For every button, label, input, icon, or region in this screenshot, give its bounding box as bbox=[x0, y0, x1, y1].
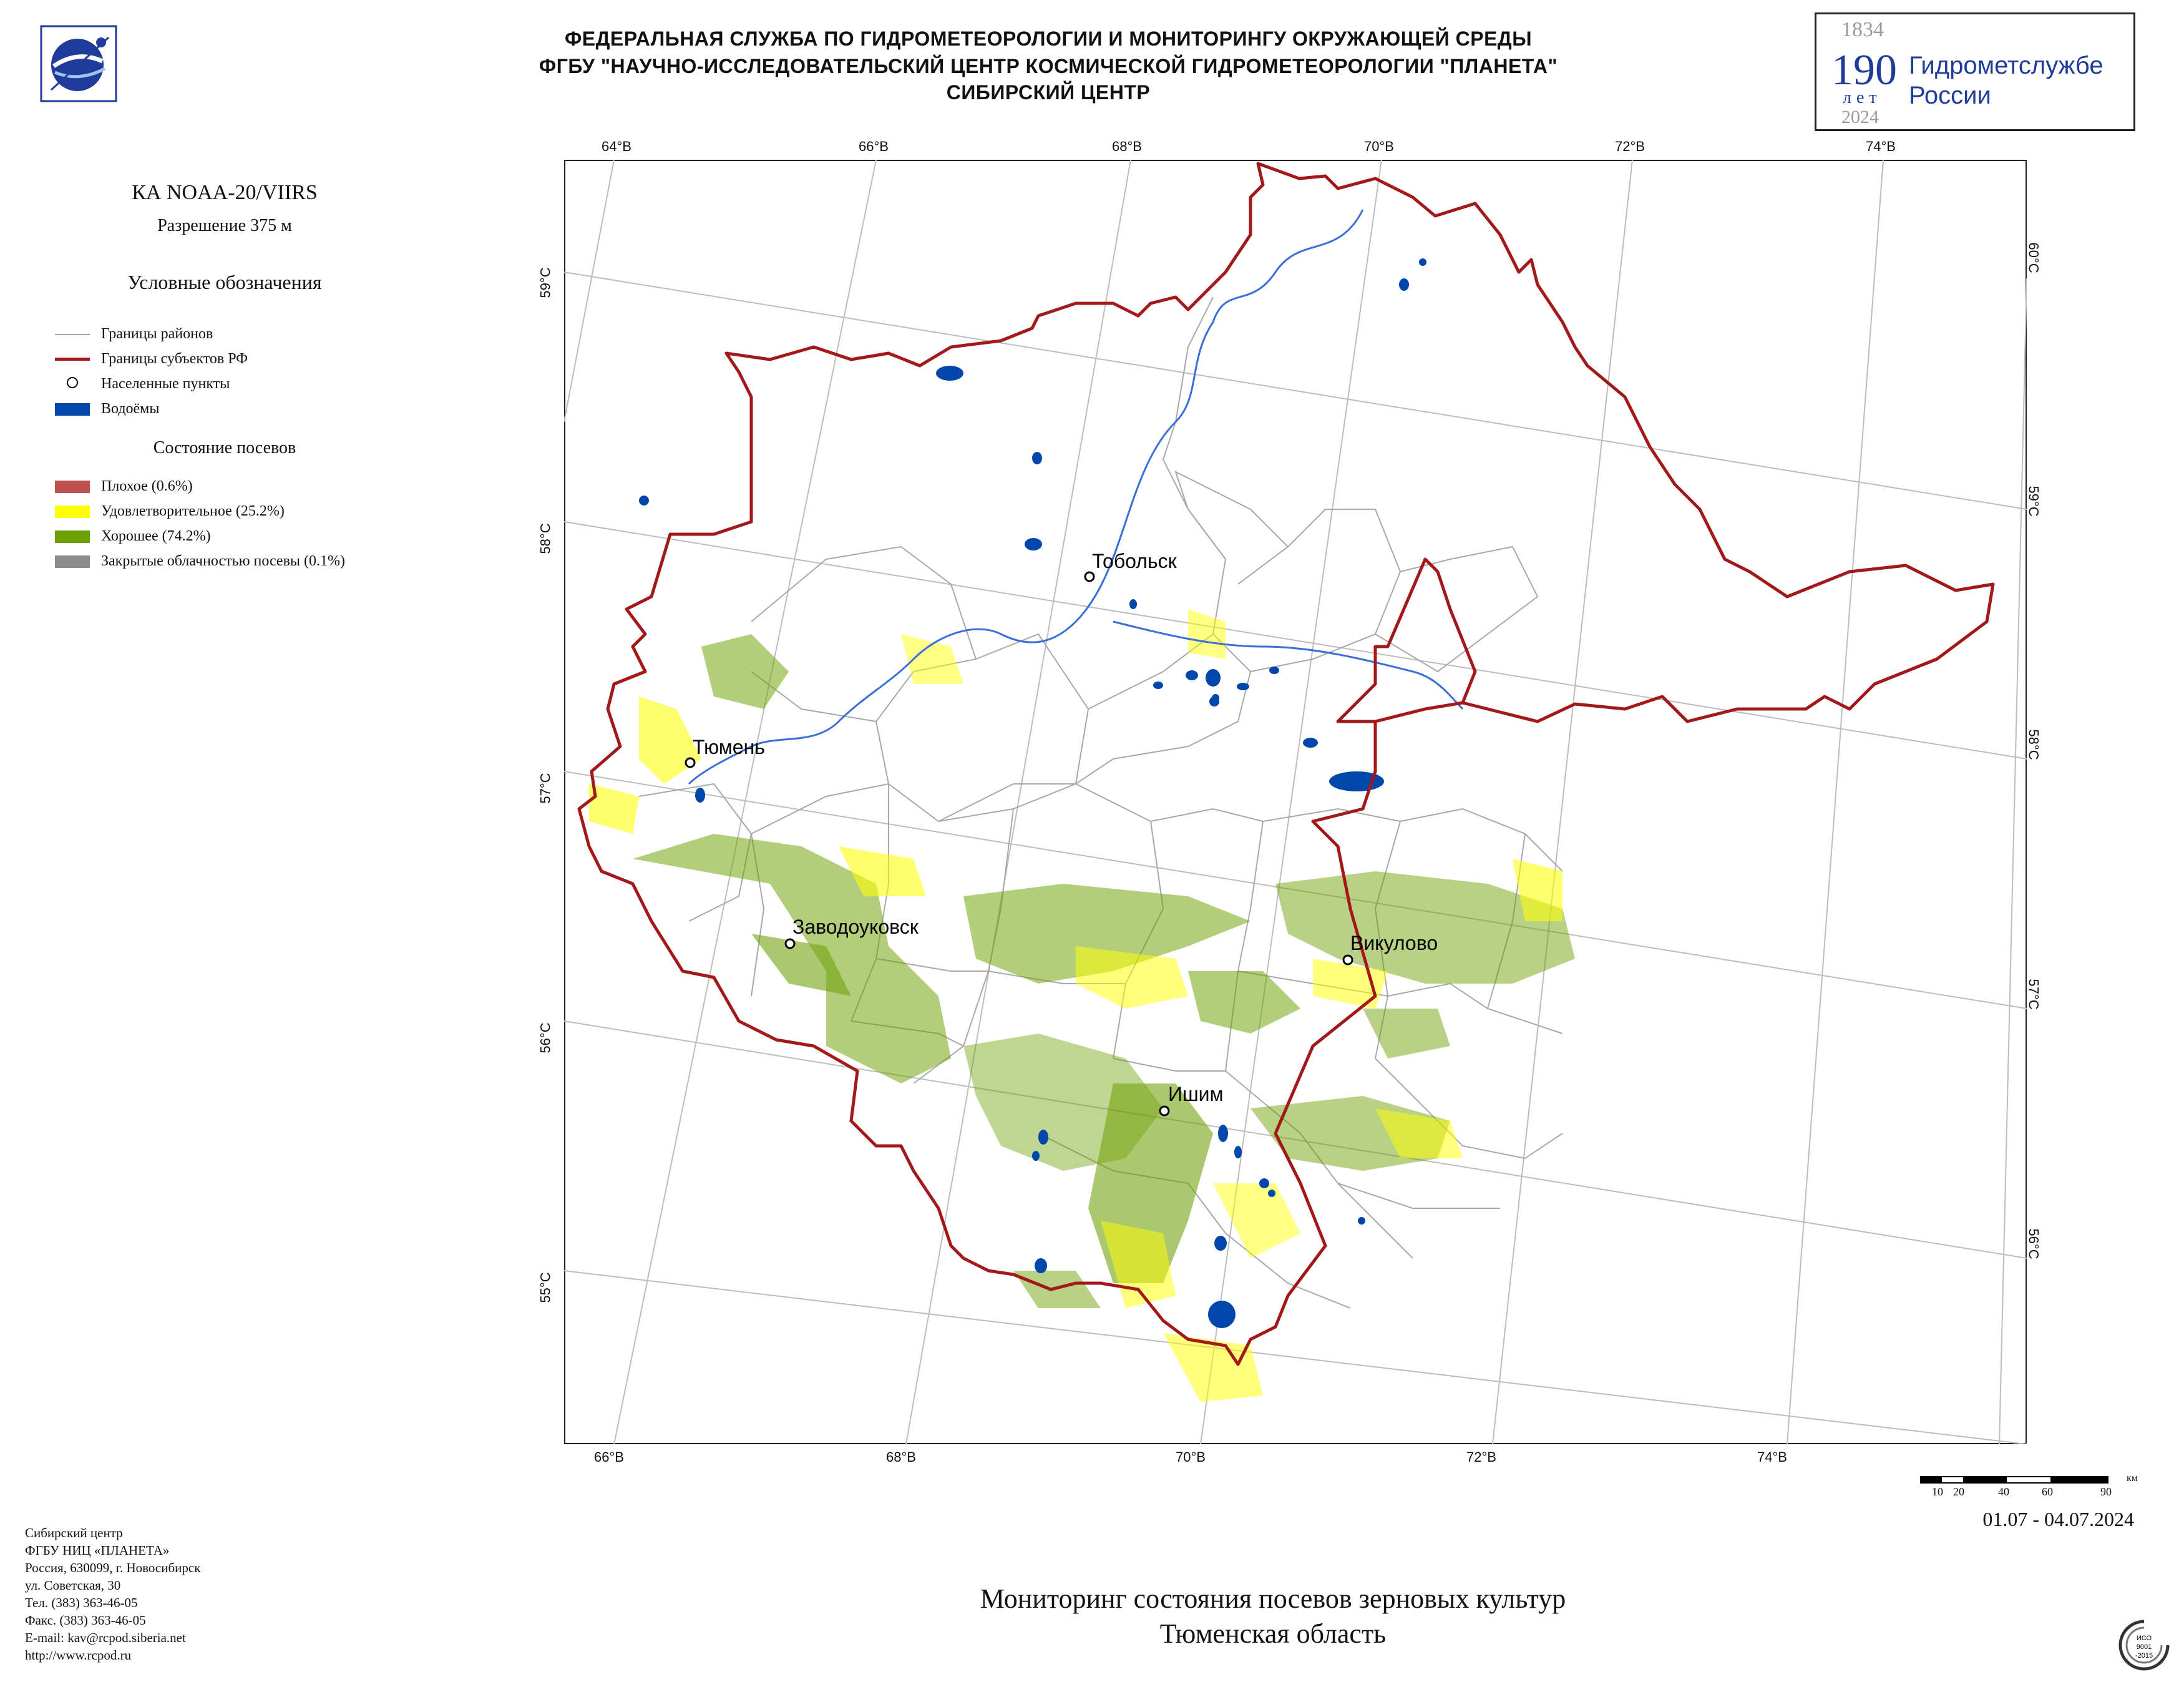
contact-email: E-mail: kav@rcpod.siberia.net bbox=[25, 1630, 186, 1645]
contact-line: Сибирский центр bbox=[25, 1525, 123, 1540]
scale-label-20: 20 bbox=[1953, 1485, 1964, 1498]
tick-top-68: 68°В bbox=[1112, 139, 1142, 154]
satellite-name: КА NOAA-20/VIIRS bbox=[132, 181, 318, 204]
region-border bbox=[577, 162, 1995, 1366]
header-line3: СИБИРСКИЙ ЦЕНТР bbox=[946, 81, 1151, 104]
tick-right-57: 57°С bbox=[2026, 979, 2042, 1010]
tick-left-57: 57°С bbox=[537, 773, 553, 804]
contact-website: http://www.rcpod.ru bbox=[25, 1648, 132, 1663]
anniversary-badge: 1834 190 лет 2024 Гидрометслужбе России bbox=[1815, 12, 2135, 131]
legend-item-water: Водоёмы bbox=[55, 401, 160, 418]
tick-bottom-70: 70°В bbox=[1176, 1449, 1206, 1465]
city-vikulovo: Викулово bbox=[1342, 932, 1438, 966]
scale-label-90: 90 bbox=[2100, 1485, 2112, 1498]
legend-crop-good: Хорошее (74.2%) bbox=[55, 528, 211, 545]
anniversary-number: 190 bbox=[1831, 46, 1897, 94]
legend-line-district bbox=[55, 333, 90, 335]
crop-poor-swatch bbox=[55, 480, 90, 493]
contact-line: ул. Советская, 30 bbox=[25, 1578, 121, 1593]
legend-crop-cloud: Закрытые облачностью посевы (0.1%) bbox=[55, 553, 345, 570]
tick-right-59: 59°С bbox=[2026, 486, 2042, 517]
city-label-vikulovo: Викулово bbox=[1350, 932, 1438, 954]
contact-line: Факс. (383) 363-46-05 bbox=[25, 1613, 146, 1628]
city-tobolsk: Тобольск bbox=[1084, 550, 1177, 582]
graticule bbox=[564, 160, 2027, 1444]
contact-line: ФГБУ НИЦ «ПЛАНЕТА» bbox=[25, 1543, 170, 1558]
district-borders bbox=[638, 296, 1563, 1309]
tick-bottom-66: 66°В bbox=[594, 1449, 624, 1465]
tick-right-60: 60°С bbox=[2026, 242, 2042, 273]
crops-title: Состояние посевов bbox=[153, 438, 296, 457]
map-title: Мониторинг состояния посевов зерновых ку… bbox=[980, 1583, 1566, 1614]
scale-label-40: 40 bbox=[1998, 1485, 2009, 1498]
city-ishim: Ишим bbox=[1159, 1083, 1224, 1117]
tick-top-72: 72°В bbox=[1615, 139, 1645, 154]
region-border-east-link bbox=[1375, 701, 1463, 723]
tick-top-64: 64°В bbox=[602, 139, 631, 154]
crops-satisfactory bbox=[589, 609, 1562, 1402]
tick-top-70: 70°В bbox=[1364, 139, 1394, 154]
legend-title: Условные обозначения bbox=[127, 271, 322, 293]
tick-bottom-74: 74°В bbox=[1757, 1449, 1787, 1465]
city-label-ishim: Ишим bbox=[1168, 1083, 1224, 1105]
planeta-logo bbox=[40, 25, 117, 102]
crop-good-swatch bbox=[55, 530, 90, 543]
map-subtitle: Тюменская область bbox=[1159, 1618, 1387, 1649]
legend-crop-satisfactory: Удовлетворительное (25.2%) bbox=[55, 503, 285, 520]
city-label-tobolsk: Тобольск bbox=[1092, 550, 1177, 572]
tick-left-58: 58°С bbox=[537, 523, 553, 554]
tick-bottom-72: 72°В bbox=[1466, 1449, 1496, 1465]
city-zavodoukovsk: Заводоуковск bbox=[784, 916, 919, 949]
legend-item-region-borders: Границы субъектов РФ bbox=[55, 351, 248, 368]
anniversary-years-word: лет bbox=[1843, 88, 1882, 107]
tick-right-58: 58°С bbox=[2026, 729, 2042, 760]
contact-block: Сибирский центр ФГБУ НИЦ «ПЛАНЕТА» Росси… bbox=[25, 1524, 200, 1664]
tick-left-55: 55°С bbox=[537, 1272, 553, 1303]
anniversary-text2: России bbox=[1909, 82, 1991, 109]
tick-left-56: 56°С bbox=[537, 1022, 553, 1054]
crop-satisfactory-swatch bbox=[55, 505, 90, 518]
anniversary-text1: Гидрометслужбе bbox=[1909, 52, 2104, 79]
contact-line: Тел. (383) 363-46-05 bbox=[25, 1595, 138, 1610]
iso-line3: -2015 bbox=[2135, 1652, 2153, 1660]
date-range: 01.07 - 04.07.2024 bbox=[1982, 1508, 2134, 1530]
iso-line2: 9001 bbox=[2137, 1643, 2152, 1651]
iso-badge: ИСО 9001 -2015 bbox=[2118, 1620, 2170, 1671]
map-frame: Тобольск Тюмень Заводоуковск Викулово Иш… bbox=[564, 160, 2027, 1444]
legend-item-district-borders: Границы районов bbox=[55, 326, 213, 343]
header-line1: ФЕДЕРАЛЬНАЯ СЛУЖБА ПО ГИДРОМЕТЕОРОЛОГИИ … bbox=[564, 27, 1533, 50]
river bbox=[688, 209, 1464, 785]
crop-cloud-swatch bbox=[55, 555, 90, 568]
legend-item-settlements: Населенные пункты bbox=[55, 376, 230, 393]
scale-label-10: 10 bbox=[1932, 1485, 1943, 1498]
iso-line1: ИСО bbox=[2137, 1635, 2152, 1642]
scale-bar bbox=[1920, 1476, 2108, 1484]
tick-left-59: 59°С bbox=[537, 267, 553, 298]
scale-label-60: 60 bbox=[2042, 1485, 2053, 1498]
city-label-zavodoukovsk: Заводоуковск bbox=[792, 916, 919, 938]
city-tyumen: Тюмень bbox=[685, 736, 765, 768]
water-bodies bbox=[639, 258, 1426, 1328]
city-label-tyumen: Тюмень bbox=[693, 736, 765, 758]
tick-top-66: 66°В bbox=[859, 139, 889, 154]
legend-crop-poor: Плохое (0.6%) bbox=[55, 478, 193, 495]
satellite-resolution: Разрешение 375 м bbox=[157, 216, 292, 235]
tick-top-74: 74°В bbox=[1866, 139, 1896, 154]
contact-line: Россия, 630099, г. Новосибирск bbox=[25, 1560, 201, 1575]
tick-bottom-68: 68°В bbox=[886, 1449, 916, 1465]
tick-right-56: 56°С bbox=[2026, 1228, 2042, 1259]
anniversary-year-start: 1834 bbox=[1841, 18, 1884, 41]
settlement-circle-icon bbox=[67, 377, 78, 388]
header-line2: ФГБУ "НАУЧНО-ИССЛЕДОВАТЕЛЬСКИЙ ЦЕНТР КОС… bbox=[539, 55, 1558, 77]
legend-line-region bbox=[55, 358, 90, 361]
water-swatch bbox=[55, 403, 90, 416]
scale-unit: км bbox=[2127, 1473, 2138, 1484]
anniversary-year-end: 2024 bbox=[1841, 107, 1879, 127]
